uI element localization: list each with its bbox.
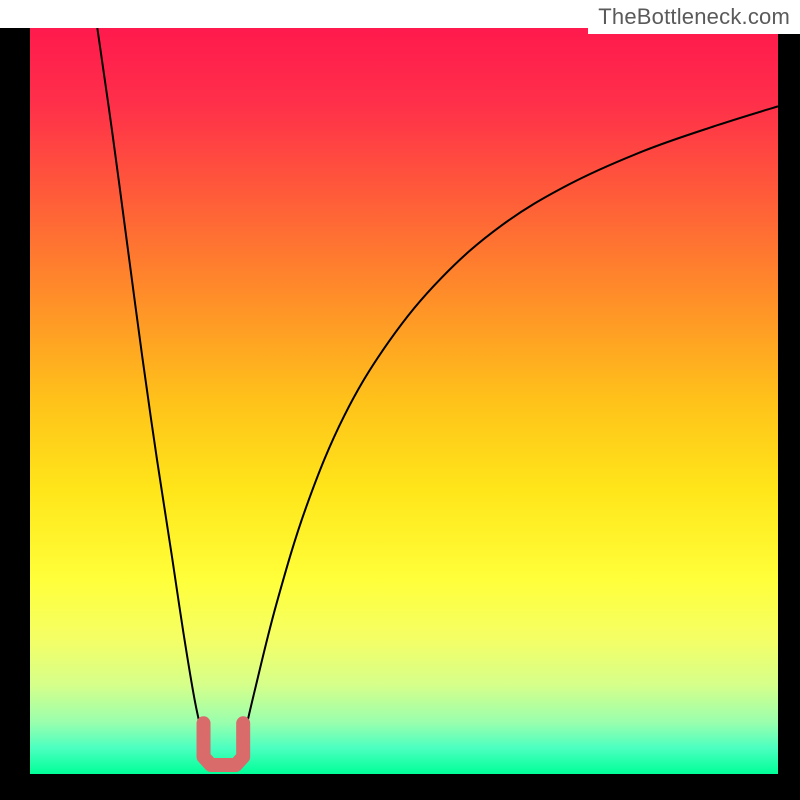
plot-background <box>30 28 778 774</box>
watermark-label: TheBottleneck.com <box>588 0 800 34</box>
chart-svg <box>0 0 800 800</box>
chart-root: TheBottleneck.com <box>0 0 800 800</box>
